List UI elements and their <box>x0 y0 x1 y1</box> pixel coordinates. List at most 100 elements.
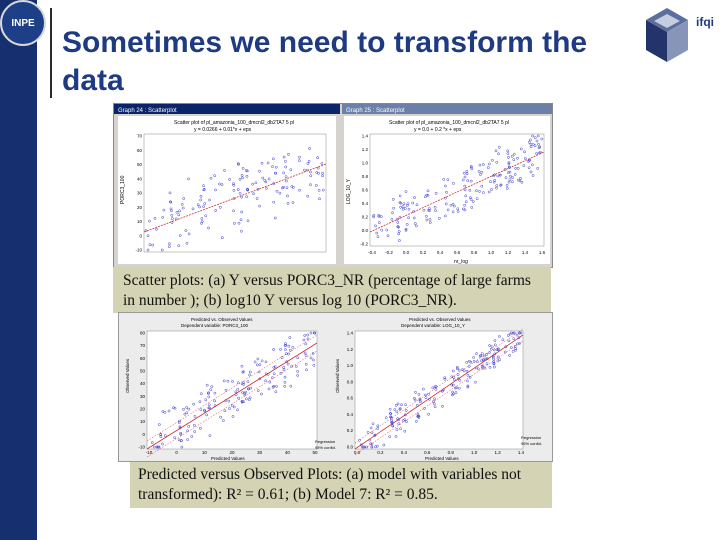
left-point <box>236 188 240 191</box>
right-point <box>446 178 450 182</box>
right-point <box>507 155 510 159</box>
br-point <box>417 415 421 419</box>
right-point <box>529 138 532 142</box>
br-point <box>474 380 477 384</box>
bl-point <box>232 405 236 409</box>
bl-legend-regression: Regression <box>315 439 335 444</box>
br-point <box>498 335 501 338</box>
left-y-tick: 0 <box>139 233 142 238</box>
br-point <box>358 438 361 442</box>
right-point <box>404 227 408 231</box>
bl-point <box>185 411 189 415</box>
right-point <box>463 203 467 207</box>
br-point <box>456 373 460 376</box>
bl-point <box>177 421 181 424</box>
right-point <box>377 221 381 224</box>
scatterplots-screenshot: Graph 24 : Scatterplot Scatter plot of p… <box>113 103 553 268</box>
left-point <box>321 174 324 178</box>
left-point <box>223 169 226 172</box>
corner-label: ifqi <box>696 15 714 29</box>
bl-point <box>283 375 287 379</box>
right-y-tick: 1.0 <box>362 161 369 166</box>
bl-x-tick: -10 <box>146 450 153 455</box>
bl-point <box>237 396 240 400</box>
bl-y-ticks: 80 70 60 50 40 30 20 10 0 -10 <box>138 331 145 450</box>
left-point <box>306 162 310 165</box>
bl-point <box>161 442 164 446</box>
left-point <box>258 169 261 173</box>
br-point <box>507 339 511 343</box>
br-point <box>403 413 407 417</box>
bl-point <box>264 360 268 364</box>
left-point <box>244 169 248 172</box>
br-point <box>518 342 521 345</box>
left-point <box>232 209 235 213</box>
br-point <box>454 391 458 395</box>
br-y-tick: 1.2 <box>347 347 354 352</box>
bl-point <box>204 398 208 402</box>
right-y-tick: 1.4 <box>362 134 369 139</box>
right-point <box>385 228 389 232</box>
bl-point <box>246 380 250 383</box>
left-point <box>182 197 186 200</box>
left-point <box>237 221 241 225</box>
br-point <box>400 403 403 407</box>
right-point <box>425 218 429 222</box>
right-y-tick: 0.2 <box>362 215 369 220</box>
right-y-tick: 0.8 <box>362 174 369 179</box>
br-point <box>492 348 496 352</box>
left-point <box>232 183 236 187</box>
br-point <box>519 331 523 335</box>
br-scatter-points <box>358 331 523 449</box>
bl-point <box>284 342 287 345</box>
bl-point <box>159 432 163 436</box>
left-point <box>320 162 324 165</box>
right-point <box>488 162 491 166</box>
right-point <box>491 158 494 162</box>
bl-point <box>187 407 191 411</box>
right-point <box>511 180 514 184</box>
right-point <box>463 184 467 188</box>
br-point <box>434 385 438 388</box>
right-point <box>451 202 455 206</box>
predicted-observed-screenshot: Predicted vs. Observed Values Dependent … <box>118 312 553 462</box>
br-point <box>414 390 417 394</box>
br-x-tick: 0.4 <box>401 450 408 455</box>
br-point <box>376 424 380 428</box>
left-point <box>170 221 174 224</box>
left-point <box>238 192 242 195</box>
left-regression-line <box>143 163 327 233</box>
right-point <box>444 184 447 188</box>
bl-point <box>255 363 259 367</box>
bl-title-1: Predicted vs. Observed Values <box>191 317 253 322</box>
bl-confidence-lower <box>146 350 318 458</box>
left-point <box>202 188 206 191</box>
inpe-logo: INPE <box>0 0 46 46</box>
bl-point <box>256 357 260 361</box>
br-legend-regression: Regression <box>521 435 541 440</box>
bl-point <box>182 407 185 411</box>
br-y-tick: 0.4 <box>347 412 354 417</box>
bl-point <box>294 365 298 368</box>
left-point <box>184 229 188 232</box>
right-point <box>481 163 485 166</box>
bl-point <box>236 387 240 391</box>
br-point <box>465 369 469 373</box>
br-point <box>511 350 515 353</box>
br-point <box>432 400 435 403</box>
right-point <box>386 234 390 238</box>
bl-point <box>248 373 251 377</box>
right-point <box>424 214 428 218</box>
bl-point <box>177 438 181 442</box>
right-window-titlebar <box>342 104 552 114</box>
left-point <box>241 176 244 180</box>
right-point <box>470 167 474 171</box>
right-point <box>434 191 438 195</box>
right-point <box>390 218 394 221</box>
bl-point <box>260 359 264 363</box>
right-x-tick: 0.0 <box>403 250 410 255</box>
br-point <box>393 408 397 411</box>
br-point <box>384 416 388 420</box>
left-point <box>316 156 319 160</box>
right-point <box>464 194 468 198</box>
